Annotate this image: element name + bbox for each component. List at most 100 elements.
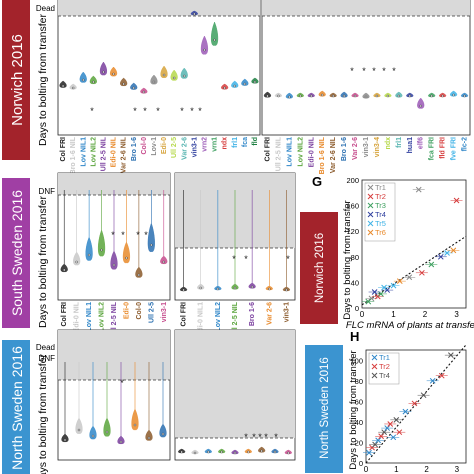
violins-c (60, 190, 168, 278)
data-point (375, 433, 388, 440)
violin-median-b-4 (310, 94, 313, 98)
violin-median-d-1 (199, 286, 202, 290)
data-point (426, 377, 439, 384)
accession-label-a-17: frl1 (232, 137, 239, 148)
violin-e-3 (103, 417, 111, 437)
accession-labels-d: Col FRI Edi-0 NIL1 Lov NIL2 Ull 2-5 NIL Bro … (181, 301, 291, 336)
accession-label-c-3: Lov NIL2 (99, 302, 106, 332)
legend-item: Tr2 (367, 192, 386, 201)
violin-median-e-2 (91, 434, 95, 438)
data-point (368, 289, 381, 295)
violin-median-a-14 (203, 48, 206, 52)
violin-median-b-18 (463, 94, 466, 98)
violins-d (179, 190, 291, 292)
significance-asterisk: * (264, 432, 268, 442)
svg-text:Tr1: Tr1 (379, 353, 390, 362)
violin-e-7 (159, 423, 167, 438)
violin-median-a-17 (233, 84, 236, 88)
accession-label-c-7: Ull 2-5 (148, 302, 155, 323)
violin-median-b-9 (364, 95, 368, 99)
g-ylabel: Days to bolting from transfer (342, 200, 353, 319)
violin-f-6 (258, 446, 266, 453)
violin-median-f-8 (287, 451, 290, 455)
violin-b-12 (395, 91, 403, 98)
band-label-dnf-e: DNF (39, 354, 56, 363)
accession-label-a-14: vrn2 (201, 137, 208, 152)
violin-median-e-1 (77, 428, 81, 432)
x-tick-label: 0 (364, 465, 369, 474)
svg-text:Tr3: Tr3 (375, 201, 386, 210)
y-tick-label: 60 (355, 397, 363, 406)
data-point (403, 274, 416, 281)
accession-label-c-5: Edi-0 (123, 302, 130, 319)
violin-b-0 (263, 91, 272, 98)
panel-letter-h: H (350, 329, 359, 344)
violin-median-d-3 (233, 286, 237, 290)
accession-label-b-11: ndx (385, 137, 392, 150)
violin-b-2 (285, 92, 293, 99)
significance-asterisk: * (198, 106, 202, 116)
y-axis-label-top: Days to bolting from transfer (37, 14, 49, 146)
accession-label-d-2: Lov NIL2 (215, 302, 222, 332)
accession-label-a-18: fca (242, 137, 249, 147)
violin-median-b-3 (299, 94, 302, 98)
data-point (408, 400, 421, 407)
panel-h: H North Sweden 2016 Days to bolting from… (305, 329, 467, 474)
accession-label-a-4: Ull 2-5 NIL (100, 136, 107, 171)
violin-median-b-7 (342, 94, 346, 98)
significance-asterisk: * (392, 66, 396, 76)
significance-asterisk: * (274, 432, 278, 442)
violin-median-b-14 (419, 104, 422, 108)
trend-line (361, 235, 467, 306)
accession-label-b-12: frl1 (396, 137, 403, 148)
accession-label-a-0: Col FRI (60, 137, 67, 162)
violin-median-c-4 (112, 263, 116, 267)
panel-letter-g: G (312, 174, 322, 189)
significance-asterisk: * (180, 106, 184, 116)
band-label-dead-e: Dead (36, 343, 55, 352)
data-point (412, 186, 425, 193)
violin-e-5 (131, 408, 139, 431)
violin-a-12 (180, 67, 188, 79)
row-label-north-sweden-h: North Sweden 2016 (319, 357, 331, 459)
accession-label-b-3: Lov NIL2 (297, 137, 304, 167)
accession-label-d-0: Col FRI (181, 302, 188, 327)
accession-label-a-12: Var 2-6 (181, 137, 188, 160)
significance-asterisk: * (362, 66, 366, 76)
y-tick-label: 200 (346, 176, 359, 185)
violin-median-f-4 (233, 451, 237, 455)
legend-item: Tr3 (367, 201, 386, 210)
violin-c-3 (97, 229, 106, 257)
violin-b-7 (340, 91, 348, 98)
violin-median-f-2 (207, 450, 210, 454)
row-label-south-sweden-text: South Sweden 2016 (9, 190, 25, 316)
violins-b (263, 90, 469, 109)
y-axis-label-bottom: Days to bolting from transfer (37, 354, 49, 474)
violin-c-6 (135, 266, 143, 278)
accession-label-c-4: Ull 2-5 NIL (111, 301, 118, 336)
accession-label-b-10: vin3-4 (374, 137, 381, 157)
data-point (387, 282, 400, 289)
violin-median-f-0 (180, 450, 183, 454)
significance-asterisk: * (136, 230, 140, 240)
data-point (435, 372, 448, 379)
violin-median-a-15 (213, 38, 216, 42)
violins-e (61, 362, 167, 445)
legend-item: Tr1 (371, 353, 390, 362)
violin-median-d-2 (216, 287, 220, 291)
data-point (393, 278, 406, 284)
legend-item: Tr4 (367, 210, 386, 219)
accession-labels-c: Col FRI Edi-0 NIL Lov NIL1 Lov NIL2 Ull 2-5 … (61, 301, 168, 336)
violin-median-a-7 (132, 86, 135, 90)
accession-label-a-3: Lov NIL2 (90, 137, 97, 167)
violin-median-c-3 (100, 248, 103, 252)
y-tick-label: 0 (359, 459, 363, 468)
significance-asterisk: * (144, 230, 148, 240)
accession-label-a-6: Var 2-6 NIL (121, 136, 128, 173)
violin-median-d-4 (250, 285, 254, 289)
violin-d-3 (231, 283, 239, 290)
accession-label-b-18: flc-2 (462, 137, 469, 152)
violin-median-b-12 (397, 94, 401, 98)
violin-median-a-16 (223, 86, 226, 90)
